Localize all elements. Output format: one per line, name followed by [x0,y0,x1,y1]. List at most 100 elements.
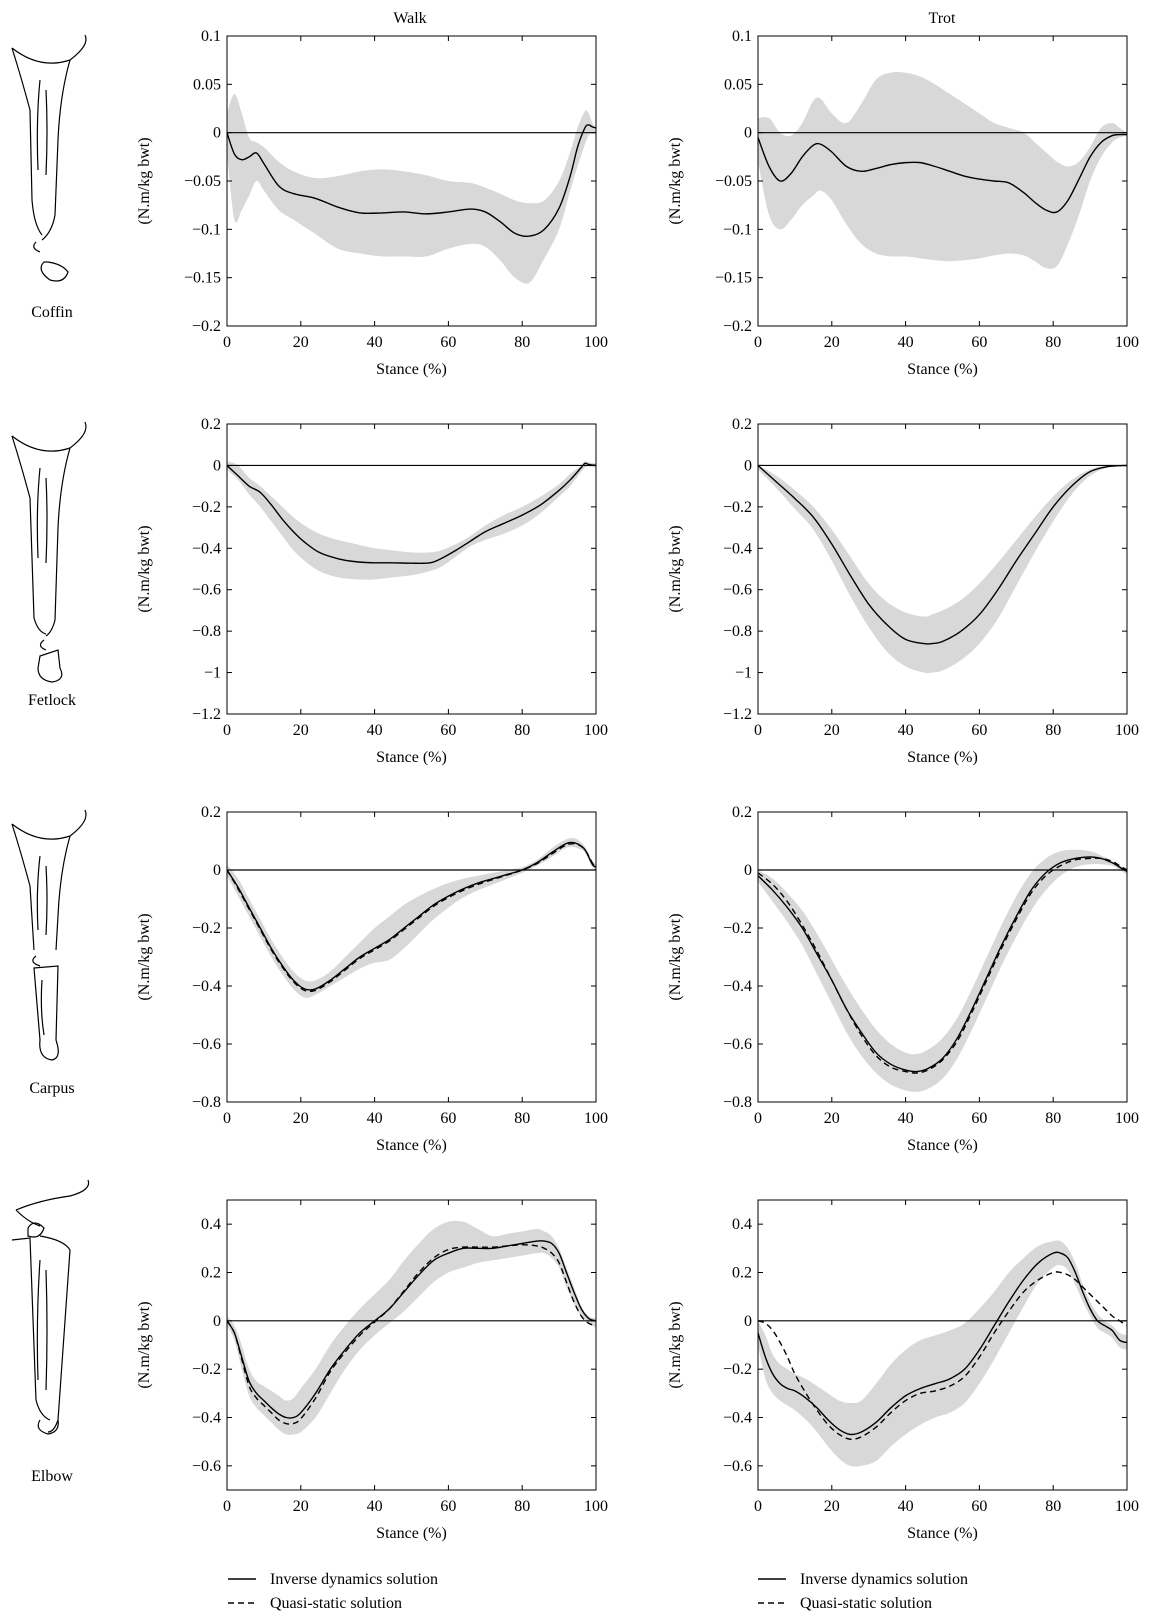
quasi-static-line [757,857,1128,1074]
y-axis-label: (N.m/kg bwt) [136,1301,153,1388]
x-tick-label: 0 [223,334,231,351]
x-tick-label: 20 [293,722,309,739]
x-tick-label: 100 [584,334,608,351]
fetlock-joint-sketch-icon [11,421,87,683]
joint-sketches [11,34,90,1435]
x-axis-label: Stance (%) [907,361,978,378]
y-tick-label: 0.2 [201,1265,221,1282]
x-tick-label: 0 [754,1110,762,1127]
y-tick-label: −0.2 [723,499,752,516]
x-tick-label: 60 [440,334,456,351]
x-tick-label: 40 [898,722,914,739]
legend-label: Quasi-static solution [270,1595,402,1612]
x-tick-label: 20 [293,334,309,351]
y-axis-label: (N.m/kg bwt) [136,913,153,1000]
y-tick-label: 0.05 [724,76,752,93]
chart-elbow-walk: 0 20 40 60 80 100 −0.6 −0.4 −0.2 0 0.2 0.4 Stance (%… [136,1199,608,1542]
x-tick-label: 60 [440,1498,456,1515]
legend-trot: Inverse dynamics solution Quasi-static so… [758,1571,968,1612]
x-tick-label: 0 [223,1498,231,1515]
x-tick-label: 0 [223,722,231,739]
inverse-dynamics-line [757,464,1128,645]
y-tick-label: 0 [744,125,752,142]
y-tick-label: 0 [744,1313,752,1330]
y-axis-label: (N.m/kg bwt) [667,1301,684,1388]
legend-walk: Inverse dynamics solution Quasi-static so… [228,1571,438,1612]
x-tick-label: 100 [584,722,608,739]
y-axis-label: (N.m/kg bwt) [667,913,684,1000]
inverse-dynamics-line [757,133,1128,214]
quasi-static-line [757,1271,1128,1441]
x-axis-label: Stance (%) [376,1137,447,1154]
x-tick-label: 20 [293,1498,309,1515]
std-band [227,94,596,284]
plot-frame [757,811,1128,1103]
y-tick-label: 0.2 [732,1265,752,1282]
inverse-dynamics-line [226,124,597,237]
x-axis-label: Stance (%) [907,1525,978,1542]
coffin-joint-sketch-icon [11,34,87,282]
y-tick-label: −0.1 [192,221,221,238]
y-tick-label: −0.05 [715,173,752,190]
x-tick-label: 60 [971,1498,987,1515]
y-tick-label: −0.4 [723,540,752,557]
x-axis-label: Stance (%) [376,1525,447,1542]
quasi-static-line [226,842,597,993]
y-tick-label: 0.2 [732,804,752,821]
x-tick-label: 0 [223,1110,231,1127]
y-tick-label: 0 [213,1313,221,1330]
x-tick-label: 80 [1045,1498,1061,1515]
y-tick-label: −0.15 [715,270,752,287]
y-tick-label: 0.2 [201,804,221,821]
x-tick-label: 60 [971,334,987,351]
y-tick-label: −0.2 [723,318,752,335]
joint-label-carpus: Carpus [29,1080,74,1097]
x-tick-label: 100 [584,1110,608,1127]
std-band [227,838,596,998]
y-tick-label: −0.15 [184,270,221,287]
std-band [758,849,1127,1092]
x-axis-label: Stance (%) [907,749,978,766]
x-tick-label: 60 [971,1110,987,1127]
y-tick-label: 0 [744,457,752,474]
chart-carpus-trot: 0 20 40 60 80 100 −0.8 −0.6 −0.4 −0.2 0 0.2 Stance (… [667,804,1139,1154]
y-axis-label: (N.m/kg bwt) [667,137,684,224]
y-tick-label: 0 [213,457,221,474]
x-tick-label: 100 [1115,722,1139,739]
x-tick-label: 20 [824,722,840,739]
y-tick-label: −0.4 [192,978,221,995]
y-tick-label: 0.05 [193,76,221,93]
y-tick-label: 0.2 [201,416,221,433]
x-tick-label: 80 [514,1110,530,1127]
x-axis-label: Stance (%) [376,361,447,378]
x-tick-label: 60 [440,1110,456,1127]
y-tick-label: −0.6 [192,1036,221,1053]
legend-label: Inverse dynamics solution [270,1571,438,1588]
y-tick-label: 0.1 [732,28,752,45]
y-tick-label: 0.4 [732,1216,752,1233]
x-axis-label: Stance (%) [907,1137,978,1154]
joint-label-elbow: Elbow [31,1468,73,1485]
y-tick-label: −0.2 [192,1361,221,1378]
legend-label: Inverse dynamics solution [800,1571,968,1588]
std-band [227,1220,596,1435]
y-tick-label: −0.8 [723,623,752,640]
x-tick-label: 40 [367,1498,383,1515]
y-tick-label: −1.2 [723,706,752,723]
x-tick-label: 100 [1115,1110,1139,1127]
inverse-dynamics-line [226,1240,597,1419]
x-axis-label: Stance (%) [376,749,447,766]
x-tick-label: 60 [440,722,456,739]
x-tick-label: 80 [1045,1110,1061,1127]
y-tick-label: −0.6 [723,1036,752,1053]
y-tick-label: 0.2 [732,416,752,433]
chart-fetlock-trot: 0 20 40 60 80 100 −1.2 −1 −0.8 −0.6 −0.4 −0.2 0 0.2 St… [667,416,1139,766]
x-tick-label: 0 [754,1498,762,1515]
y-tick-label: −0.05 [184,173,221,190]
inverse-dynamics-line [757,856,1128,1073]
y-tick-label: −0.4 [723,1410,752,1427]
elbow-joint-sketch-icon [11,1179,90,1435]
y-tick-label: −1.2 [192,706,221,723]
x-tick-label: 20 [824,1498,840,1515]
